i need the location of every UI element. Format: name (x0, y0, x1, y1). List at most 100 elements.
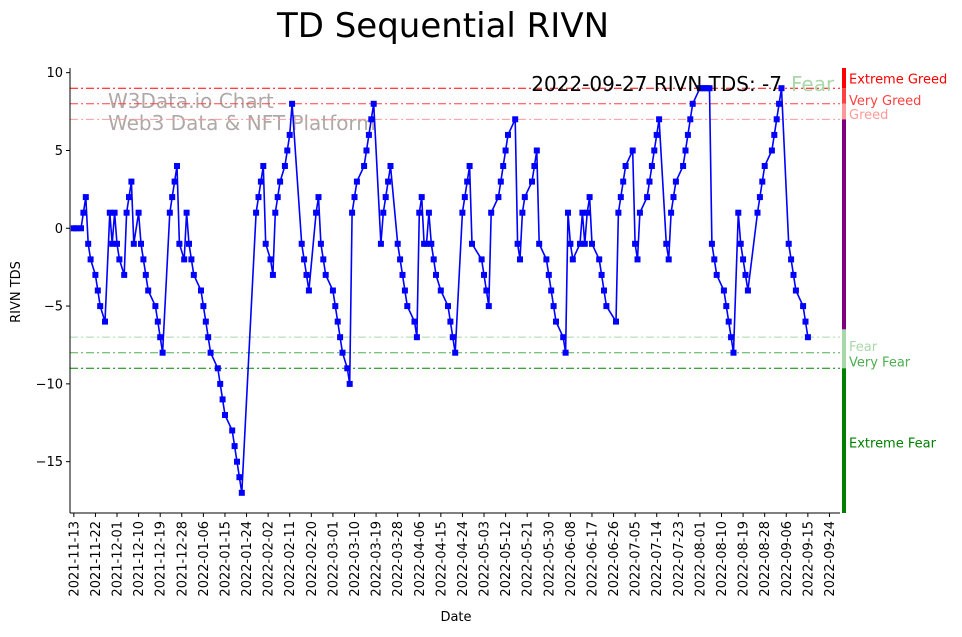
data-point-162 (615, 209, 622, 216)
y-tick-label-3: −5 (44, 300, 63, 315)
data-point-12 (109, 240, 116, 247)
data-point-40 (198, 287, 204, 294)
data-point-219 (804, 334, 811, 341)
data-point-213 (785, 240, 792, 247)
x-tick-label-33: 2022-09-06 (780, 521, 795, 597)
data-point-128 (497, 178, 504, 185)
data-point-86 (353, 178, 360, 185)
data-point-39 (190, 271, 197, 278)
x-tick-label-4: 2021-12-19 (154, 521, 169, 597)
data-point-67 (289, 100, 296, 107)
data-point-160 (603, 303, 610, 310)
data-point-169 (636, 209, 643, 216)
data-point-135 (519, 209, 526, 216)
threshold-label-5: Extreme Fear (849, 436, 937, 451)
data-point-111 (433, 271, 439, 278)
data-point-216 (792, 287, 799, 294)
data-point-8 (94, 287, 101, 294)
data-point-114 (447, 318, 454, 325)
data-point-71 (305, 287, 312, 294)
data-point-157 (596, 256, 603, 263)
x-tick-label-10: 2022-02-11 (283, 521, 298, 597)
data-point-20 (130, 240, 137, 247)
data-point-156 (589, 240, 595, 247)
data-point-168 (634, 256, 641, 263)
data-point-16 (121, 271, 128, 278)
data-point-29 (159, 349, 166, 356)
data-point-194 (720, 287, 727, 294)
data-point-143 (548, 287, 555, 294)
x-tick-label-35: 2022-09-24 (823, 521, 838, 597)
data-point-65 (284, 147, 291, 154)
data-point-113 (445, 303, 451, 310)
data-point-53 (238, 489, 245, 496)
x-tick-label-12: 2022-03-01 (326, 521, 341, 597)
data-point-79 (334, 318, 341, 325)
data-point-19 (128, 178, 135, 185)
data-point-15 (116, 256, 123, 263)
data-point-192 (711, 256, 718, 263)
data-point-14 (114, 240, 120, 247)
data-point-163 (617, 194, 624, 201)
data-point-68 (298, 240, 305, 247)
data-point-23 (140, 256, 147, 263)
data-point-215 (790, 271, 797, 278)
data-point-152 (579, 209, 586, 216)
data-point-4 (82, 194, 89, 201)
data-point-131 (505, 131, 511, 138)
data-point-203 (744, 287, 751, 294)
data-point-109 (428, 240, 435, 247)
data-point-217 (800, 303, 807, 310)
x-tick-label-29: 2022-08-01 (693, 521, 708, 597)
data-point-52 (236, 474, 243, 481)
data-point-172 (648, 163, 655, 169)
chart-title: TD Sequential RIVN (276, 6, 609, 46)
data-point-30 (166, 209, 173, 216)
data-point-161 (613, 318, 619, 325)
threshold-label-0: Extreme Greed (849, 72, 947, 87)
data-point-57 (260, 163, 267, 169)
data-point-181 (680, 163, 687, 169)
data-point-107 (423, 240, 430, 247)
data-point-74 (317, 240, 324, 247)
series-line-0 (73, 87, 809, 493)
data-point-98 (397, 256, 404, 263)
y-tick-label-4: −10 (36, 377, 63, 392)
data-point-50 (231, 443, 238, 450)
data-point-81 (339, 349, 346, 356)
x-tick-label-23: 2022-06-08 (564, 521, 579, 597)
data-point-97 (394, 240, 401, 247)
data-point-89 (365, 131, 372, 138)
data-point-59 (267, 256, 274, 263)
data-point-69 (301, 256, 308, 263)
y-tick-label-5: −15 (36, 455, 63, 470)
data-point-76 (322, 271, 329, 278)
data-point-121 (469, 240, 475, 247)
data-point-92 (377, 240, 384, 247)
data-point-44 (207, 349, 214, 356)
data-point-144 (550, 303, 557, 310)
data-point-140 (536, 240, 543, 247)
data-point-136 (521, 194, 528, 201)
data-point-123 (481, 271, 487, 278)
data-point-94 (382, 194, 389, 201)
colorbar-segment-1 (842, 88, 846, 104)
data-point-13 (111, 209, 118, 216)
data-point-200 (737, 240, 744, 247)
data-point-61 (272, 209, 279, 216)
data-point-115 (449, 334, 456, 341)
data-point-179 (670, 194, 677, 201)
x-tick-label-27: 2022-07-14 (650, 521, 665, 597)
x-tick-label-1: 2021-11-22 (89, 521, 104, 597)
data-point-124 (483, 287, 490, 294)
colorbar-segment-0 (842, 68, 846, 89)
colorbar-segment-3 (842, 119, 846, 330)
data-point-91 (370, 100, 377, 107)
x-tick-label-14: 2022-03-19 (370, 521, 385, 597)
x-tick-label-34: 2022-09-15 (801, 521, 816, 597)
data-point-56 (257, 178, 264, 185)
data-point-154 (584, 209, 591, 216)
data-point-112 (437, 287, 444, 294)
data-point-145 (553, 318, 559, 325)
data-point-116 (452, 349, 459, 356)
